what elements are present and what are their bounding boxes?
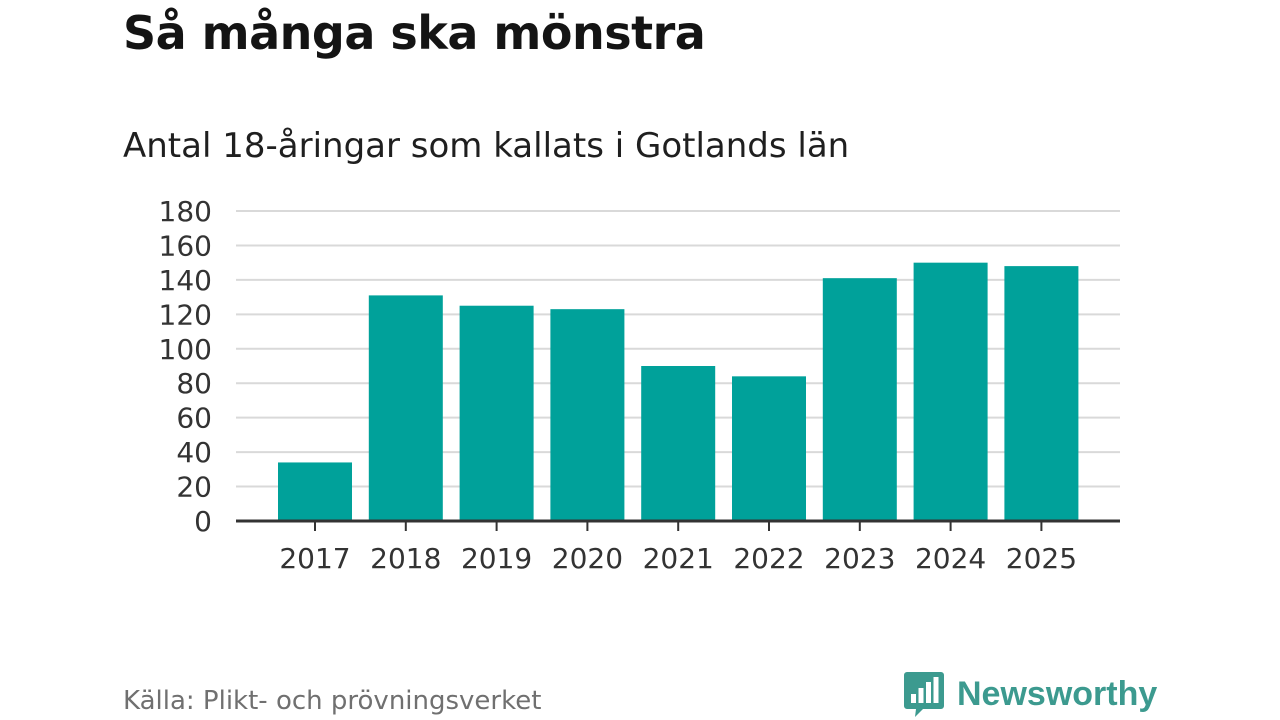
source-note: Källa: Plikt- och prövningsverket [123, 686, 542, 716]
x-tick-label: 2018 [370, 542, 441, 575]
y-tick-label: 140 [159, 264, 212, 297]
x-tick-label: 2024 [915, 542, 986, 575]
x-tick-label: 2020 [552, 542, 623, 575]
bar-2023 [822, 278, 897, 521]
x-tick-label: 2021 [643, 542, 714, 575]
chart-title: Så många ska mönstra [123, 6, 706, 60]
y-tick-label: 180 [159, 195, 212, 228]
y-tick-label: 60 [176, 402, 212, 435]
x-axis-ticks: 2017 2018 2019 2020 2021 2022 2023 2024 2025 [279, 521, 1077, 575]
brand-logo: Newsworthy [903, 670, 1157, 718]
y-tick-label: 120 [159, 298, 212, 331]
bar-2022 [732, 376, 806, 521]
bar-2017 [278, 462, 352, 521]
chart-subtitle: Antal 18-åringar som kallats i Gotlands … [123, 126, 850, 166]
y-tick-label: 20 [176, 471, 212, 504]
y-tick-label: 100 [159, 333, 212, 366]
bar-2025 [1004, 266, 1079, 521]
x-tick-label: 2023 [824, 542, 895, 575]
bar-2020 [550, 309, 625, 521]
x-tick-label: 2019 [461, 542, 532, 575]
bar-2018 [368, 295, 443, 521]
y-tick-label: 160 [159, 229, 212, 262]
bars [278, 262, 1079, 521]
y-tick-label: 0 [194, 505, 212, 538]
x-tick-label: 2025 [1006, 542, 1077, 575]
y-tick-label: 40 [176, 436, 212, 469]
brand-name: Newsworthy [957, 674, 1158, 713]
bar-2024 [913, 262, 988, 521]
bar-2021 [641, 366, 716, 521]
x-tick-label: 2022 [733, 542, 804, 575]
y-tick-label: 80 [176, 367, 212, 400]
bar-2019 [459, 305, 534, 521]
x-tick-label: 2017 [279, 542, 350, 575]
bar-chart-speech-bubble-icon [904, 672, 944, 717]
